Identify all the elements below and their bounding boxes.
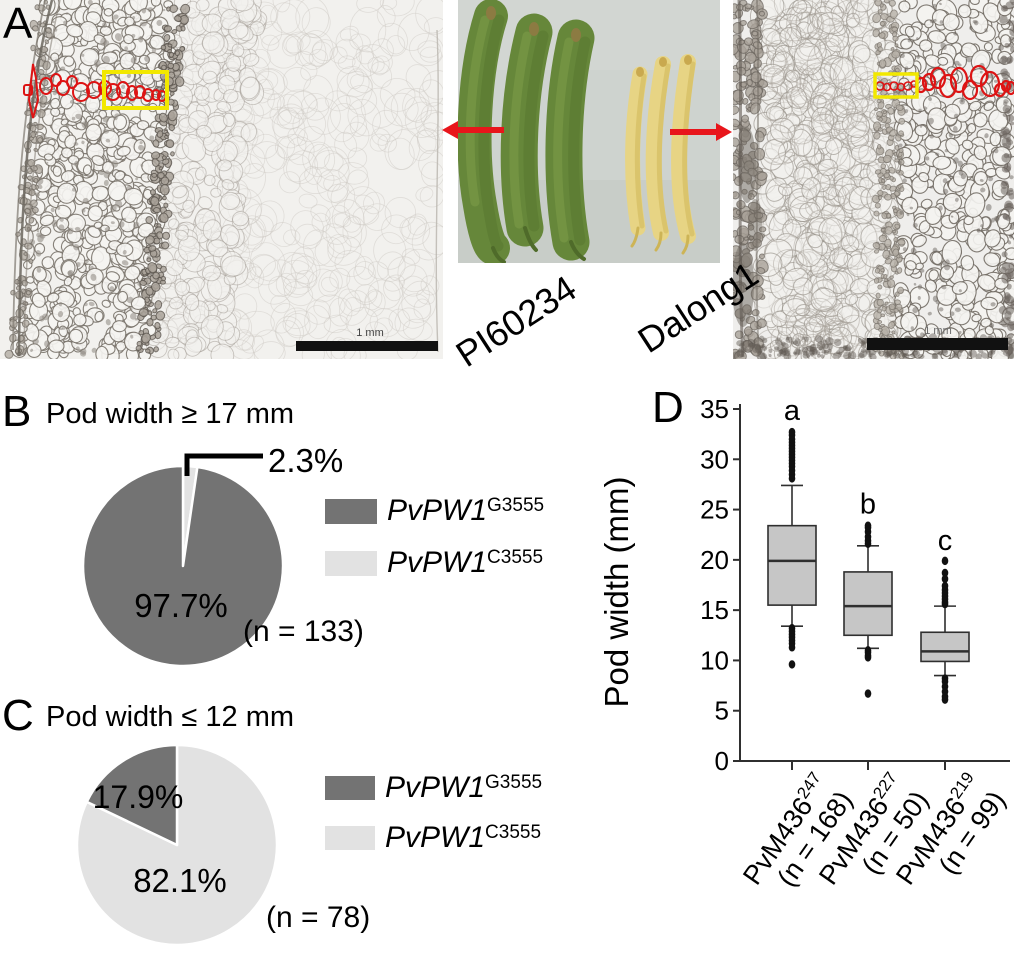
outer-epidermis-line xyxy=(12,0,46,351)
svg-text:5: 5 xyxy=(715,696,729,726)
legend-swatch-light xyxy=(325,826,375,850)
micrograph-wide-pod-cross-section: 1 mm xyxy=(0,0,443,359)
legend-label: PvPW1C3555 xyxy=(385,821,542,854)
legend-item: PvPW1C3555 xyxy=(325,823,542,853)
panel-c-title: Pod width ≤ 12 mm xyxy=(46,701,295,733)
svg-text:a: a xyxy=(784,400,801,427)
pie-c-major-pct: 82.1% xyxy=(133,862,227,899)
micrograph-texture-layer xyxy=(4,0,443,359)
scale-bar xyxy=(867,338,1008,350)
pie-b-legend: PvPW1G3555 PvPW1C3555 xyxy=(325,496,544,600)
pie-c-n-label: (n = 78) xyxy=(266,901,371,934)
svg-text:25: 25 xyxy=(700,495,729,525)
right-arrow xyxy=(670,123,732,141)
pod-photo xyxy=(458,0,720,263)
pie-b-slices xyxy=(81,464,285,668)
yellow-region-box xyxy=(873,72,919,99)
svg-text:35: 35 xyxy=(700,400,729,424)
pie-b-major-pct: 97.7% xyxy=(134,587,228,624)
legend-label: PvPW1G3555 xyxy=(385,771,543,804)
panel-b-label: B xyxy=(2,387,32,436)
callout-line xyxy=(184,453,263,476)
left-arrow xyxy=(442,121,504,139)
scale-bar-label: 1 mm xyxy=(924,325,952,337)
legend-swatch-dark xyxy=(325,498,377,524)
inner-edge-line xyxy=(435,29,439,353)
photo-label-pi60234: PI60234 xyxy=(448,267,584,375)
boxplot-chart: 0 5 10 15 20 25 30 35 a b c xyxy=(700,400,1010,776)
svg-text:10: 10 xyxy=(700,645,729,675)
micrograph-texture-layer xyxy=(733,0,1014,359)
svg-text:0: 0 xyxy=(715,746,729,776)
red-cell-annotation xyxy=(875,64,1014,101)
outer-epidermis-line xyxy=(23,0,61,357)
panel-b-title: Pod width ≥ 17 mm xyxy=(46,398,295,430)
svg-text:20: 20 xyxy=(700,545,729,575)
pie-b-n-label: (n = 133) xyxy=(243,615,364,648)
legend-label: PvPW1C3555 xyxy=(387,546,544,579)
pie-chart-b xyxy=(81,453,285,668)
legend-item: PvPW1G3555 xyxy=(325,496,544,526)
yellow-pods xyxy=(625,54,696,255)
green-pods xyxy=(458,0,595,263)
scale-bar xyxy=(296,341,438,351)
legend-item: PvPW1C3555 xyxy=(325,548,544,578)
svg-text:30: 30 xyxy=(700,444,729,474)
micrograph-narrow-pod-cross-section: 1 mm xyxy=(733,0,1014,359)
legend-item: PvPW1G3555 xyxy=(325,773,542,803)
svg-text:15: 15 xyxy=(700,595,729,625)
dark-streaks xyxy=(733,0,762,358)
panel-a-label: A xyxy=(3,0,33,48)
legend-swatch-light xyxy=(325,550,377,576)
legend-label: PvPW1G3555 xyxy=(387,494,545,527)
svg-text:c: c xyxy=(938,525,953,557)
panel-d-label: D xyxy=(652,383,684,432)
scale-bar-label: 1 mm xyxy=(356,327,384,339)
boxplot-y-axis-title: Pod width (mm) xyxy=(598,476,635,708)
svg-text:b: b xyxy=(860,489,876,521)
pie-c-legend: PvPW1G3555 PvPW1C3555 xyxy=(325,773,542,875)
pie-b-minor-pct: 2.3% xyxy=(268,442,344,479)
pie-chart-c xyxy=(75,743,279,947)
legend-swatch-dark xyxy=(325,776,375,800)
pie-c-slices xyxy=(75,743,279,947)
pie-c-minor-pct: 17.9% xyxy=(92,779,184,815)
yellow-region-box xyxy=(102,70,169,110)
panel-c-label: C xyxy=(2,691,34,740)
outer-epidermis-line xyxy=(17,0,54,357)
